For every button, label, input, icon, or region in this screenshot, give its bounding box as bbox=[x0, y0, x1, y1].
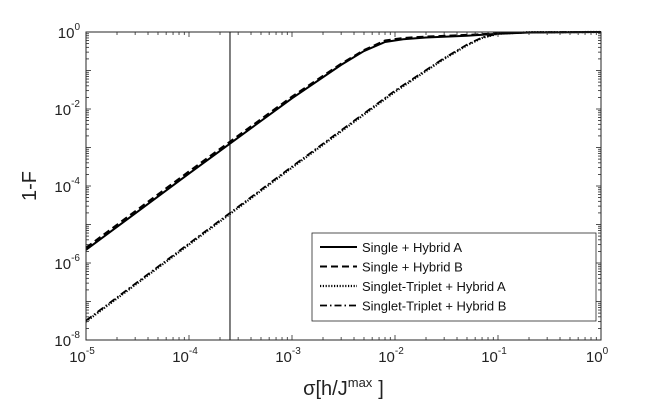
plot-frame bbox=[85, 31, 602, 341]
x-tick-label: 10-1 bbox=[481, 346, 507, 366]
legend-label: Singlet-Triplet + Hybrid A bbox=[362, 279, 506, 294]
series-line-4 bbox=[85, 31, 602, 322]
y-tick-label: 10-8 bbox=[54, 330, 80, 350]
y-axis-title: 1-F bbox=[19, 171, 41, 201]
y-tick-label: 10-4 bbox=[54, 176, 80, 196]
x-tick-label: 10-5 bbox=[69, 346, 95, 366]
series-layer bbox=[85, 30, 602, 323]
legend-label: Single + Hybrid A bbox=[362, 240, 462, 255]
y-tick-label: 10-2 bbox=[54, 99, 80, 119]
legend-box bbox=[311, 232, 597, 322]
x-tick-label: 10-4 bbox=[172, 346, 198, 366]
legend-label: Single + Hybrid B bbox=[362, 260, 463, 275]
series-line-2 bbox=[85, 31, 602, 249]
x-axis-title: σ[h/Jmax] bbox=[303, 375, 384, 400]
y-tick-label: 10-6 bbox=[54, 253, 80, 273]
x-tick-label: 10-2 bbox=[378, 346, 404, 366]
x-tick-label: 100 bbox=[586, 346, 609, 366]
legend: Single + Hybrid A Single + Hybrid B Single… bbox=[311, 232, 597, 322]
tick-label-layer: 10-5 10-4 10-3 10-2 10-1 100 10-8 10-6 10-4 10-2 1… bbox=[54, 22, 608, 366]
series-line-3 bbox=[85, 30, 602, 323]
y-tick-label: 100 bbox=[58, 22, 81, 42]
legend-label: Singlet-Triplet + Hybrid B bbox=[362, 299, 506, 314]
x-tick-label: 10-3 bbox=[275, 346, 301, 366]
